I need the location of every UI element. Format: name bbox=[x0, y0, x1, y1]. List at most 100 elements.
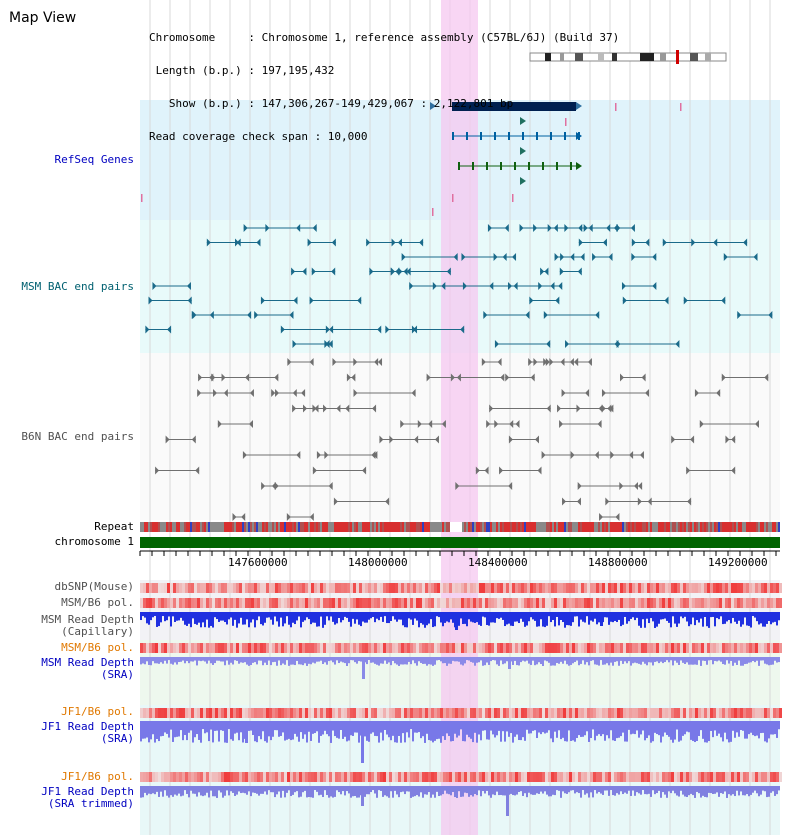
track-label-chromosome[interactable]: chromosome 1 bbox=[54, 535, 134, 548]
track-label-msm-b6-pol-2[interactable]: MSM/B6 pol. bbox=[61, 641, 134, 654]
heat-cell bbox=[200, 772, 203, 782]
depth-bar bbox=[346, 786, 348, 792]
heat-cell bbox=[623, 772, 626, 782]
depth-bar bbox=[446, 721, 448, 734]
depth-bar bbox=[746, 721, 748, 739]
track-label-dbsnp[interactable]: dbSNP(Mouse) bbox=[54, 580, 134, 593]
heat-cell bbox=[380, 772, 383, 782]
bac-end bbox=[768, 311, 773, 319]
repeat-bar bbox=[156, 522, 158, 532]
track-label-msm-b6-pol[interactable]: MSM/B6 pol. bbox=[61, 596, 134, 609]
repeat-bar bbox=[376, 522, 378, 532]
track-label-msm-bac[interactable]: MSM BAC end pairs bbox=[21, 280, 134, 293]
heat-cell bbox=[431, 643, 434, 653]
depth-bar bbox=[624, 657, 626, 662]
depth-bar bbox=[504, 786, 506, 796]
depth-bar bbox=[156, 786, 158, 792]
repeat-bar bbox=[242, 522, 244, 532]
heat-cell bbox=[176, 643, 179, 653]
depth-bar bbox=[432, 657, 434, 666]
gene-marker bbox=[432, 208, 434, 216]
heat-cell bbox=[680, 708, 683, 718]
heat-cell bbox=[767, 643, 770, 653]
heat-cell bbox=[323, 598, 326, 608]
depth-bar bbox=[206, 721, 208, 733]
heat-cell bbox=[479, 643, 482, 653]
repeat-bar bbox=[390, 522, 392, 532]
depth-bar bbox=[744, 612, 746, 618]
repeat-bar bbox=[734, 522, 736, 532]
heat-cell bbox=[707, 643, 710, 653]
track-label-repeat[interactable]: Repeat bbox=[94, 520, 134, 533]
repeat-bar bbox=[544, 522, 546, 532]
bac-end bbox=[725, 435, 730, 444]
heat-cell bbox=[377, 643, 380, 653]
heat-cell bbox=[176, 583, 179, 593]
depth-bar bbox=[330, 721, 332, 743]
depth-bar bbox=[722, 721, 724, 742]
depth-bar bbox=[566, 786, 568, 794]
bac-end bbox=[515, 420, 520, 428]
heat-cell bbox=[317, 643, 320, 653]
track-label-jf1-b6-pol[interactable]: JF1/B6 pol. bbox=[61, 705, 134, 718]
repeat-bar bbox=[694, 522, 696, 532]
track-label-jf1-depth[interactable]: JF1 Read Depth (SRA) bbox=[41, 721, 134, 745]
heat-cell bbox=[227, 598, 230, 608]
heat-cell bbox=[728, 598, 731, 608]
heat-cell bbox=[437, 598, 440, 608]
heat-cell bbox=[731, 708, 734, 718]
track-label-msm-depth-sra[interactable]: MSM Read Depth (SRA) bbox=[41, 657, 134, 681]
heat-cell bbox=[353, 708, 356, 718]
depth-bar bbox=[584, 612, 586, 623]
depth-bar bbox=[630, 612, 632, 619]
heat-cell bbox=[569, 583, 572, 593]
depth-bar bbox=[448, 721, 450, 737]
track-label-b6n-bac[interactable]: B6N BAC end pairs bbox=[21, 430, 134, 443]
heat-cell bbox=[656, 708, 659, 718]
depth-bar bbox=[422, 657, 424, 664]
depth-bar bbox=[386, 612, 388, 624]
depth-bar bbox=[174, 786, 176, 795]
heat-cell bbox=[596, 583, 599, 593]
gene-marker bbox=[615, 103, 617, 111]
heat-cell bbox=[362, 772, 365, 782]
depth-spike bbox=[361, 721, 364, 763]
depth-bar bbox=[694, 786, 696, 798]
heat-cell bbox=[302, 772, 305, 782]
depth-bar bbox=[310, 612, 312, 625]
repeat-bar bbox=[400, 522, 402, 532]
repeat-bar bbox=[526, 522, 528, 532]
heat-cell bbox=[548, 598, 551, 608]
repeat-bar bbox=[378, 522, 380, 532]
heat-cell bbox=[431, 708, 434, 718]
heat-cell bbox=[731, 583, 734, 593]
heat-cell bbox=[416, 708, 419, 718]
heat-cell bbox=[515, 708, 518, 718]
depth-bar bbox=[404, 786, 406, 795]
depth-bar bbox=[616, 612, 618, 623]
track-label-jf1-b6-pol-2[interactable]: JF1/B6 pol. bbox=[61, 770, 134, 783]
depth-bar bbox=[264, 786, 266, 792]
depth-bar bbox=[536, 612, 538, 627]
repeat-bar bbox=[628, 522, 630, 532]
track-label-refseq[interactable]: RefSeq Genes bbox=[54, 153, 134, 166]
depth-bar bbox=[170, 612, 172, 627]
depth-bar bbox=[286, 786, 288, 793]
depth-bar bbox=[218, 721, 220, 742]
depth-bar bbox=[522, 786, 524, 796]
depth-bar bbox=[392, 612, 394, 617]
heat-cell bbox=[284, 772, 287, 782]
depth-bar bbox=[706, 721, 708, 743]
depth-bar bbox=[352, 721, 354, 736]
heat-cell bbox=[614, 772, 617, 782]
track-label-msm-depth-cap[interactable]: MSM Read Depth (Capillary) bbox=[41, 614, 134, 638]
bac-end bbox=[409, 282, 414, 290]
depth-bar bbox=[600, 786, 602, 794]
heat-cell bbox=[650, 708, 653, 718]
heat-cell bbox=[467, 708, 470, 718]
depth-bar bbox=[538, 657, 540, 663]
track-label-jf1-trim[interactable]: JF1 Read Depth (SRA trimmed) bbox=[41, 786, 134, 810]
depth-bar bbox=[174, 657, 176, 663]
heat-cell bbox=[293, 583, 296, 593]
